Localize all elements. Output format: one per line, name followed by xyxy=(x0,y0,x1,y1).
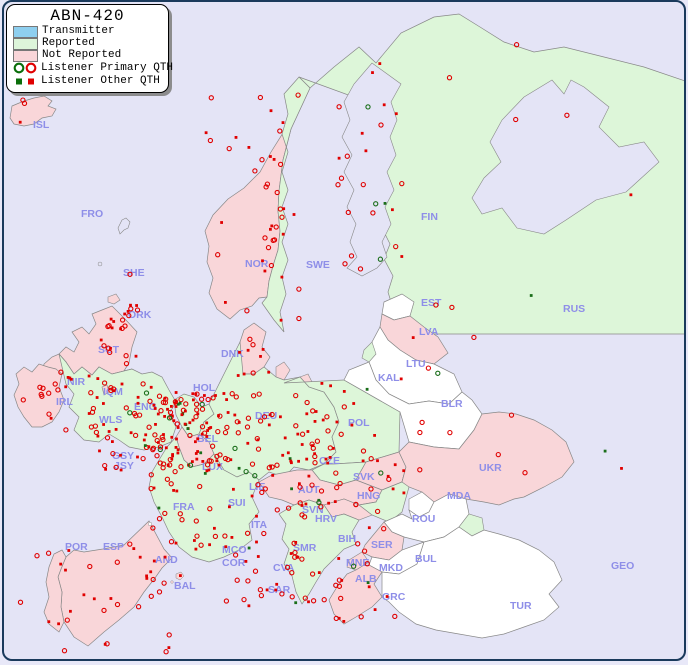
svg-text:HNG: HNG xyxy=(357,490,380,502)
svg-text:LVA: LVA xyxy=(419,326,439,338)
svg-text:KAL: KAL xyxy=(378,372,400,384)
svg-text:LTU: LTU xyxy=(406,358,426,370)
svg-text:UKR: UKR xyxy=(479,462,502,474)
svg-text:GRC: GRC xyxy=(382,591,406,603)
svg-text:BUL: BUL xyxy=(415,553,437,565)
svg-text:SER: SER xyxy=(371,539,393,551)
svg-text:ALB: ALB xyxy=(355,573,377,585)
svg-text:FRO: FRO xyxy=(81,208,103,220)
svg-text:HRV: HRV xyxy=(315,513,337,525)
svg-text:BAL: BAL xyxy=(174,580,196,592)
svg-text:FIN: FIN xyxy=(421,211,438,223)
svg-text:COR: COR xyxy=(222,557,246,569)
svg-text:GEO: GEO xyxy=(611,560,634,572)
svg-text:BIH: BIH xyxy=(338,533,356,545)
svg-text:BEL: BEL xyxy=(197,433,219,445)
svg-text:SWE: SWE xyxy=(306,259,330,271)
svg-text:NOR: NOR xyxy=(245,258,269,270)
svg-text:EST: EST xyxy=(421,297,442,309)
svg-text:ITA: ITA xyxy=(251,519,268,531)
svg-text:ESP: ESP xyxy=(103,541,124,553)
svg-text:MKD: MKD xyxy=(379,562,403,574)
svg-text:POL: POL xyxy=(348,417,370,429)
svg-text:CVA: CVA xyxy=(273,562,295,574)
svg-text:SHE: SHE xyxy=(123,267,145,279)
svg-text:ISL: ISL xyxy=(33,119,50,131)
svg-text:IRL: IRL xyxy=(56,396,74,408)
svg-text:AND: AND xyxy=(155,554,178,566)
svg-text:BLR: BLR xyxy=(441,398,463,410)
svg-text:RUS: RUS xyxy=(563,303,585,315)
svg-text:DNK: DNK xyxy=(221,348,244,360)
svg-text:SVK: SVK xyxy=(353,471,375,483)
svg-text:MDA: MDA xyxy=(447,490,471,502)
svg-text:FRA: FRA xyxy=(173,501,195,513)
svg-text:ROU: ROU xyxy=(412,513,435,525)
svg-text:TUR: TUR xyxy=(510,600,532,612)
